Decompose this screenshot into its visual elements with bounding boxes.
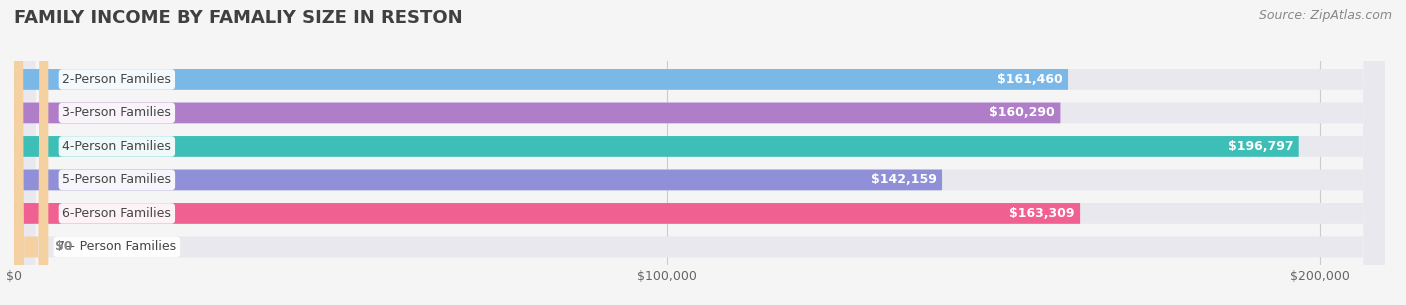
FancyBboxPatch shape (14, 0, 1385, 305)
Text: FAMILY INCOME BY FAMALIY SIZE IN RESTON: FAMILY INCOME BY FAMALIY SIZE IN RESTON (14, 9, 463, 27)
FancyBboxPatch shape (14, 102, 1060, 123)
FancyBboxPatch shape (14, 0, 1385, 305)
Text: $163,309: $163,309 (1010, 207, 1074, 220)
Text: $0: $0 (55, 240, 73, 253)
Text: $161,460: $161,460 (997, 73, 1063, 86)
FancyBboxPatch shape (14, 0, 1385, 305)
Text: 5-Person Families: 5-Person Families (62, 174, 172, 186)
FancyBboxPatch shape (14, 0, 1385, 305)
Text: $142,159: $142,159 (870, 174, 936, 186)
FancyBboxPatch shape (14, 0, 1385, 305)
Text: 2-Person Families: 2-Person Families (62, 73, 172, 86)
Text: Source: ZipAtlas.com: Source: ZipAtlas.com (1258, 9, 1392, 22)
FancyBboxPatch shape (14, 203, 1080, 224)
Text: 3-Person Families: 3-Person Families (62, 106, 172, 120)
Text: 4-Person Families: 4-Person Families (62, 140, 172, 153)
FancyBboxPatch shape (14, 69, 1069, 90)
FancyBboxPatch shape (14, 170, 942, 190)
Text: 7+ Person Families: 7+ Person Families (58, 240, 176, 253)
Text: $196,797: $196,797 (1227, 140, 1294, 153)
FancyBboxPatch shape (14, 136, 1299, 157)
FancyBboxPatch shape (14, 0, 1385, 305)
Text: 6-Person Families: 6-Person Families (62, 207, 172, 220)
Text: $160,290: $160,290 (990, 106, 1054, 120)
FancyBboxPatch shape (14, 0, 48, 305)
